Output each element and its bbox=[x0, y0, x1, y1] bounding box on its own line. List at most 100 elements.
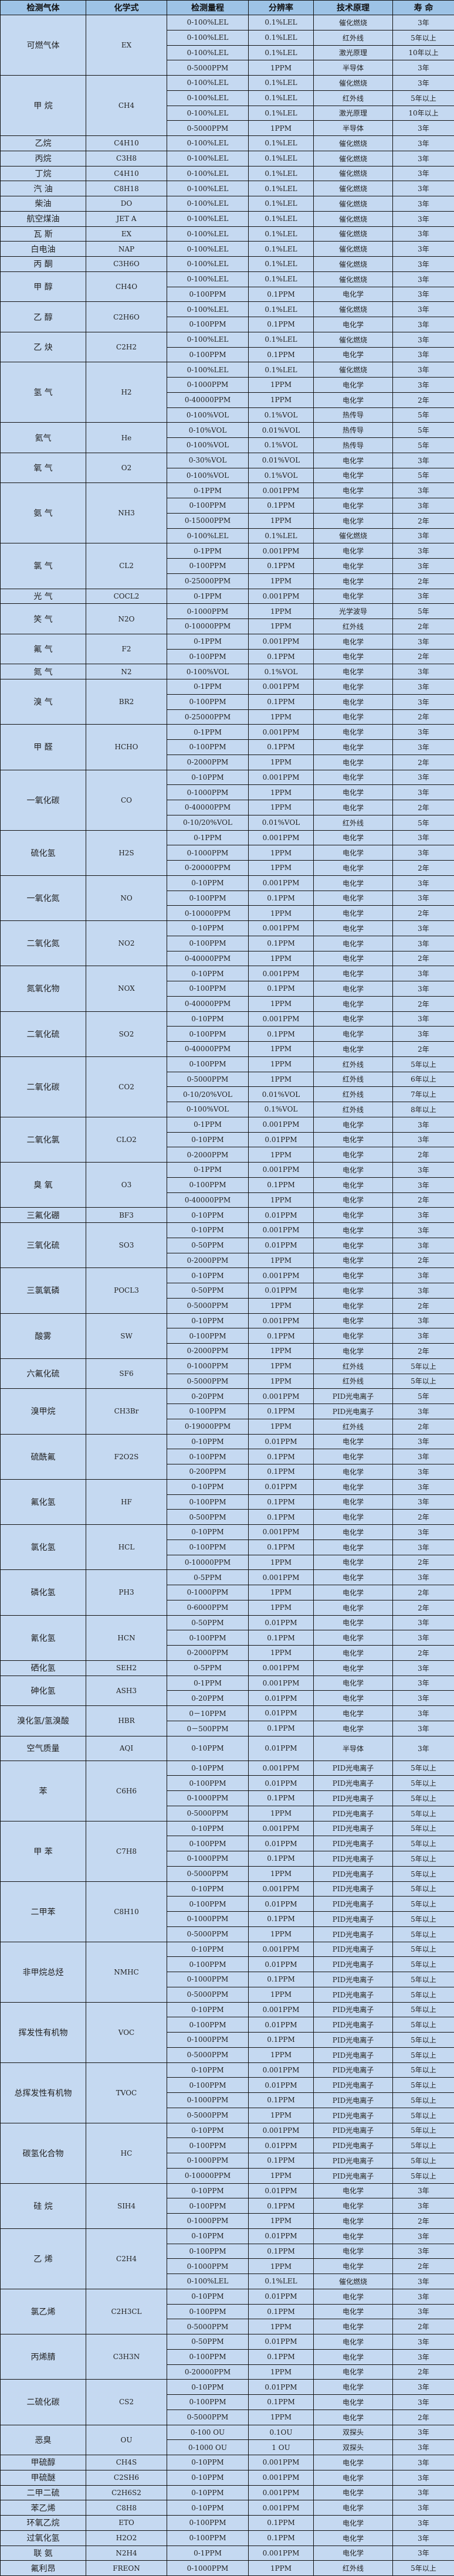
range-cell: 0-100%LEL bbox=[167, 15, 249, 30]
range-cell: 0-5000PPM bbox=[167, 1297, 249, 1314]
table-row: 磷化氢 PH3 0-5PPM 0.001PPM 电化学 3年 bbox=[0, 1569, 454, 1616]
table-row: 乙 醇 C2H6O 0-100%LEL 0.1%LEL 催化燃烧 3年 bbox=[0, 301, 454, 332]
range-cell: 0-100%LEL bbox=[167, 528, 249, 544]
principle-cell: 电化学 bbox=[313, 377, 393, 393]
resolution-cell: 1PPM bbox=[248, 60, 314, 76]
range-cell: 0-100%LEL bbox=[167, 196, 249, 212]
life-cell: 3年 bbox=[392, 2469, 454, 2486]
range-cell: 0-100PPM bbox=[167, 739, 249, 755]
table-row: 0-1000PPM 1PPM 电化学 3年 bbox=[1, 377, 454, 393]
range-cell: 0-100PPM bbox=[167, 1056, 249, 1072]
life-cell: 2年 bbox=[392, 905, 454, 921]
life-cell: 2年 bbox=[392, 1509, 454, 1525]
range-cell: 0-10PPM bbox=[167, 1267, 249, 1283]
resolution-cell: 0.001PPM bbox=[248, 588, 314, 604]
table-row: 二甲二硫 C2H6S2 0-10PPM 0.001PPM 电化学 3年 bbox=[0, 2485, 454, 2501]
range-cell: 0-100PPM bbox=[167, 558, 249, 574]
principle-cell: 红外线 bbox=[313, 1086, 393, 1102]
life-cell: 2年 bbox=[392, 1585, 454, 1600]
range-cell: 0-10PPM bbox=[167, 1760, 249, 1776]
resolution-cell: 1PPM bbox=[248, 995, 314, 1012]
life-cell: 3年 bbox=[392, 890, 454, 906]
range-cell: 0-19000PPM bbox=[167, 1418, 249, 1435]
range-cell: 0-1PPM bbox=[167, 1162, 249, 1178]
table-row: 碳氢化合物 HC 0-10PPM 0.001PPM PID光电离子 5年以上 bbox=[0, 2122, 454, 2184]
life-cell: 8年以上 bbox=[392, 1102, 454, 1117]
formula-cell: SF6 bbox=[86, 1358, 167, 1389]
formula-cell: H2O2 bbox=[86, 2530, 167, 2546]
resolution-cell: 1PPM bbox=[248, 120, 314, 136]
life-cell: 3年 bbox=[392, 1207, 454, 1223]
resolution-cell: 1PPM bbox=[248, 1926, 314, 1942]
resolution-cell: 0.01PPM bbox=[248, 2137, 314, 2153]
range-cell: 0-2000PPM bbox=[167, 754, 249, 770]
range-cell: 0-100PPM bbox=[167, 2077, 249, 2093]
range-cell: 0-100%LEL bbox=[167, 29, 249, 46]
life-cell: 3年 bbox=[392, 1524, 454, 1540]
resolution-cell: 0.001PPM bbox=[248, 966, 314, 981]
header-row: 检测气体 化学式 检测量程 分辨率 技术原理 寿 命 bbox=[0, 0, 454, 15]
table-row: 氯 气 CL2 0-1PPM 0.001PPM 电化学 3年 bbox=[0, 543, 454, 589]
life-cell: 5年以上 bbox=[392, 2017, 454, 2033]
table-row: 氟利昂 FREON 0-1000PPM 1PPM 红外线 5年以上 bbox=[0, 2560, 454, 2576]
resolution-cell: 0.01%VOL bbox=[248, 1086, 314, 1102]
table-row: 0-100PPM 0.1PPM 电化学 3年 bbox=[1, 739, 454, 755]
range-cell: 0－500PPM bbox=[167, 1720, 249, 1736]
formula-cell: ETO bbox=[86, 2515, 167, 2531]
gas-name-cell: 六氟化硫 bbox=[0, 1358, 86, 1389]
principle-cell: 电化学 bbox=[313, 981, 393, 997]
resolution-cell: 0.001PPM bbox=[248, 920, 314, 936]
life-cell: 5年以上 bbox=[392, 1373, 454, 1389]
resolution-cell: 0.001PPM bbox=[248, 1011, 314, 1027]
life-cell: 5年以上 bbox=[392, 1972, 454, 1987]
resolution-cell: 0.1%LEL bbox=[248, 2273, 314, 2289]
range-cell: 0-100%LEL bbox=[167, 165, 249, 182]
table-row: 0-100PPM 0.1PPM 电化学 3年 bbox=[1, 890, 454, 906]
table-row: 0-100PPM 0.1PPM 电化学 3年 bbox=[1, 935, 454, 951]
resolution-cell: 0.1%LEL bbox=[248, 181, 314, 196]
principle-cell: 电化学 bbox=[313, 558, 393, 574]
resolution-cell: 0.1%VOL bbox=[248, 1102, 314, 1117]
range-cell: 0-1000PPM bbox=[167, 1911, 249, 1927]
range-cell: 0-100PPM bbox=[167, 1026, 249, 1042]
range-cell: 0-100%LEL bbox=[167, 362, 249, 378]
formula-cell: SW bbox=[86, 1313, 167, 1359]
principle-cell: 电化学 bbox=[313, 950, 393, 967]
formula-cell: C3H8 bbox=[86, 150, 167, 166]
resolution-cell: 1PPM bbox=[248, 1056, 314, 1072]
table-row: 0-100PPM 0.1PPM 电化学 3年 bbox=[1, 286, 454, 303]
table-row: 0-20PPM 0.01PPM 电化学 3年 bbox=[1, 1690, 454, 1706]
range-cell: 0-25000PPM bbox=[167, 709, 249, 725]
principle-cell: 电化学 bbox=[313, 890, 393, 906]
table-row: 三氯氧磷 POCL3 0-10PPM 0.001PPM 电化学 3年 bbox=[0, 1267, 454, 1314]
principle-cell: 催化燃烧 bbox=[313, 301, 393, 317]
principle-cell: 电化学 bbox=[313, 2319, 393, 2334]
table-row: 甲 苯 C7H8 0-10PPM 0.001PPM PID光电离子 5年以上 bbox=[0, 1820, 454, 1882]
principle-cell: 电化学 bbox=[313, 2530, 393, 2546]
formula-cell: NO bbox=[86, 875, 167, 922]
principle-cell: PID光电离子 bbox=[313, 2107, 393, 2123]
range-cell: 0-10PPM bbox=[167, 2469, 249, 2486]
resolution-cell: 0.1%LEL bbox=[248, 241, 314, 257]
principle-cell: 电化学 bbox=[313, 1720, 393, 1736]
table-row: 乙 炔 C2H2 0-100%LEL 0.1%LEL 催化燃烧 3年 bbox=[0, 331, 454, 363]
principle-cell: 电化学 bbox=[313, 2198, 393, 2214]
resolution-cell: 1PPM bbox=[248, 1252, 314, 1269]
life-cell: 3年 bbox=[392, 1494, 454, 1510]
table-body: 可燃气体 EX 0-100%LEL 0.1%LEL 催化燃烧 3年 0-100%LEL 0.1… bbox=[0, 15, 454, 2576]
formula-cell: HCL bbox=[86, 1524, 167, 1571]
life-cell: 3年 bbox=[392, 2288, 454, 2305]
resolution-cell: 0.1PPM bbox=[248, 1449, 314, 1464]
life-cell: 3年 bbox=[392, 1735, 454, 1761]
resolution-cell: 1PPM bbox=[248, 905, 314, 921]
principle-cell: 电化学 bbox=[313, 1192, 393, 1208]
resolution-cell: 1PPM bbox=[248, 1358, 314, 1374]
principle-cell: PID光电离子 bbox=[313, 2077, 393, 2093]
table-row: 氟 气 F2 0-1PPM 0.001PPM 电化学 3年 bbox=[0, 633, 454, 665]
resolution-cell: 0.1PPM bbox=[248, 1026, 314, 1042]
principle-cell: 催化燃烧 bbox=[313, 15, 393, 30]
table-row: 0-100PPM 0.1PPM 电化学 3年 bbox=[1, 346, 454, 363]
range-cell: 0-100%VOL bbox=[167, 467, 249, 484]
resolution-cell: 1PPM bbox=[248, 2560, 314, 2576]
life-cell: 3年 bbox=[392, 784, 454, 800]
